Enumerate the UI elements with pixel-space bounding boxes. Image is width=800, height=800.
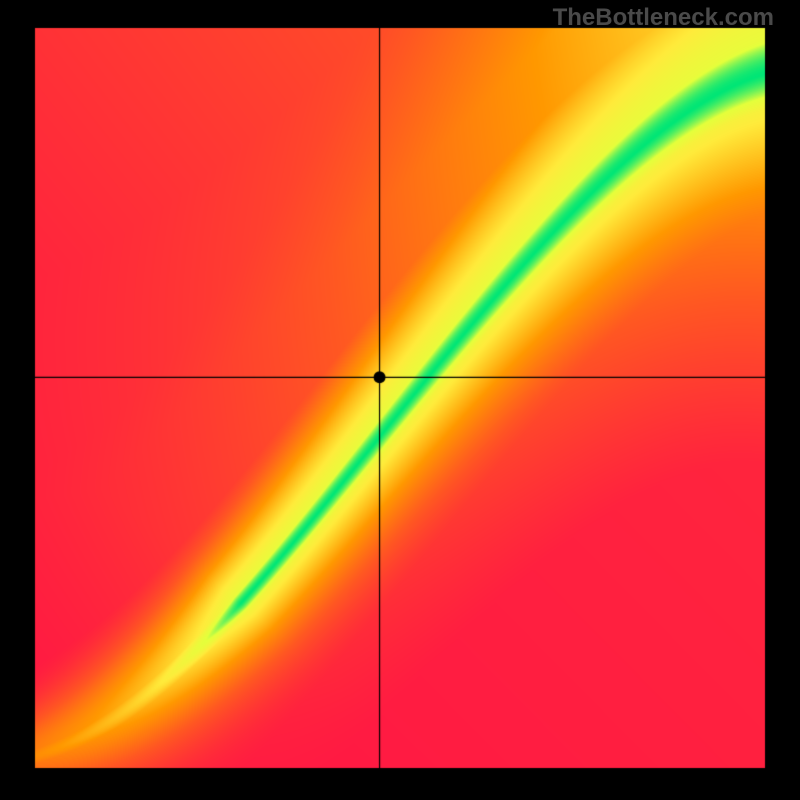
watermark-text: TheBottleneck.com <box>553 4 774 32</box>
chart-container: TheBottleneck.com <box>0 0 800 800</box>
heatmap-canvas <box>0 0 800 800</box>
